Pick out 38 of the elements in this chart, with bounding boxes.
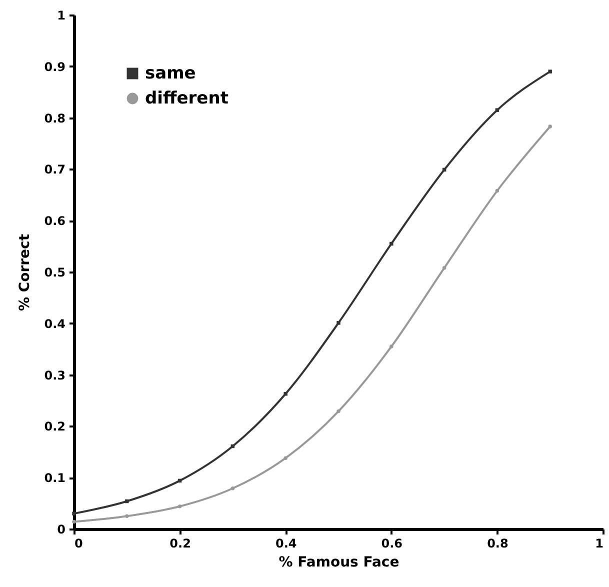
y-tick-label: 0.1 [44, 471, 66, 486]
y-tick-label: 0.8 [44, 111, 66, 126]
point [284, 392, 288, 396]
point [390, 344, 394, 348]
y-tick-label: 0.6 [44, 214, 66, 228]
point [548, 124, 552, 128]
point [72, 512, 76, 516]
point [495, 188, 500, 193]
x-tick-label: 0 [74, 536, 83, 550]
point [230, 486, 235, 490]
point [125, 514, 129, 518]
point [284, 456, 288, 460]
y-tick-label: 0.7 [44, 162, 66, 177]
legend-label: same [145, 64, 196, 84]
x-tick-label: 0.2 [170, 536, 191, 550]
y-tick-label: 0.4 [44, 316, 66, 331]
point [125, 499, 129, 504]
y-tick-label: 0.2 [44, 420, 66, 434]
y-tick-label: 1 [57, 8, 66, 22]
x-tick-label: 0.6 [381, 536, 403, 550]
x-tick-label: 1 [595, 536, 604, 550]
point [390, 242, 394, 246]
x-tick-label: 0.8 [487, 536, 508, 550]
x-tick-label: 0.4 [275, 536, 297, 550]
legend-label: different [145, 88, 228, 108]
y-tick-label: 0.9 [44, 60, 66, 74]
point [495, 108, 500, 112]
point [336, 321, 340, 325]
y-tick-label: 0 [57, 522, 66, 536]
x-axis-title: % Famous Face [278, 554, 400, 570]
y-tick-label: 0.3 [44, 368, 66, 382]
y-axis-title: % Correct [17, 234, 34, 312]
point [72, 520, 76, 524]
point [336, 409, 340, 414]
y-tick-label: 0.5 [44, 266, 66, 280]
point [178, 504, 182, 508]
point [442, 266, 446, 270]
point [548, 70, 552, 74]
